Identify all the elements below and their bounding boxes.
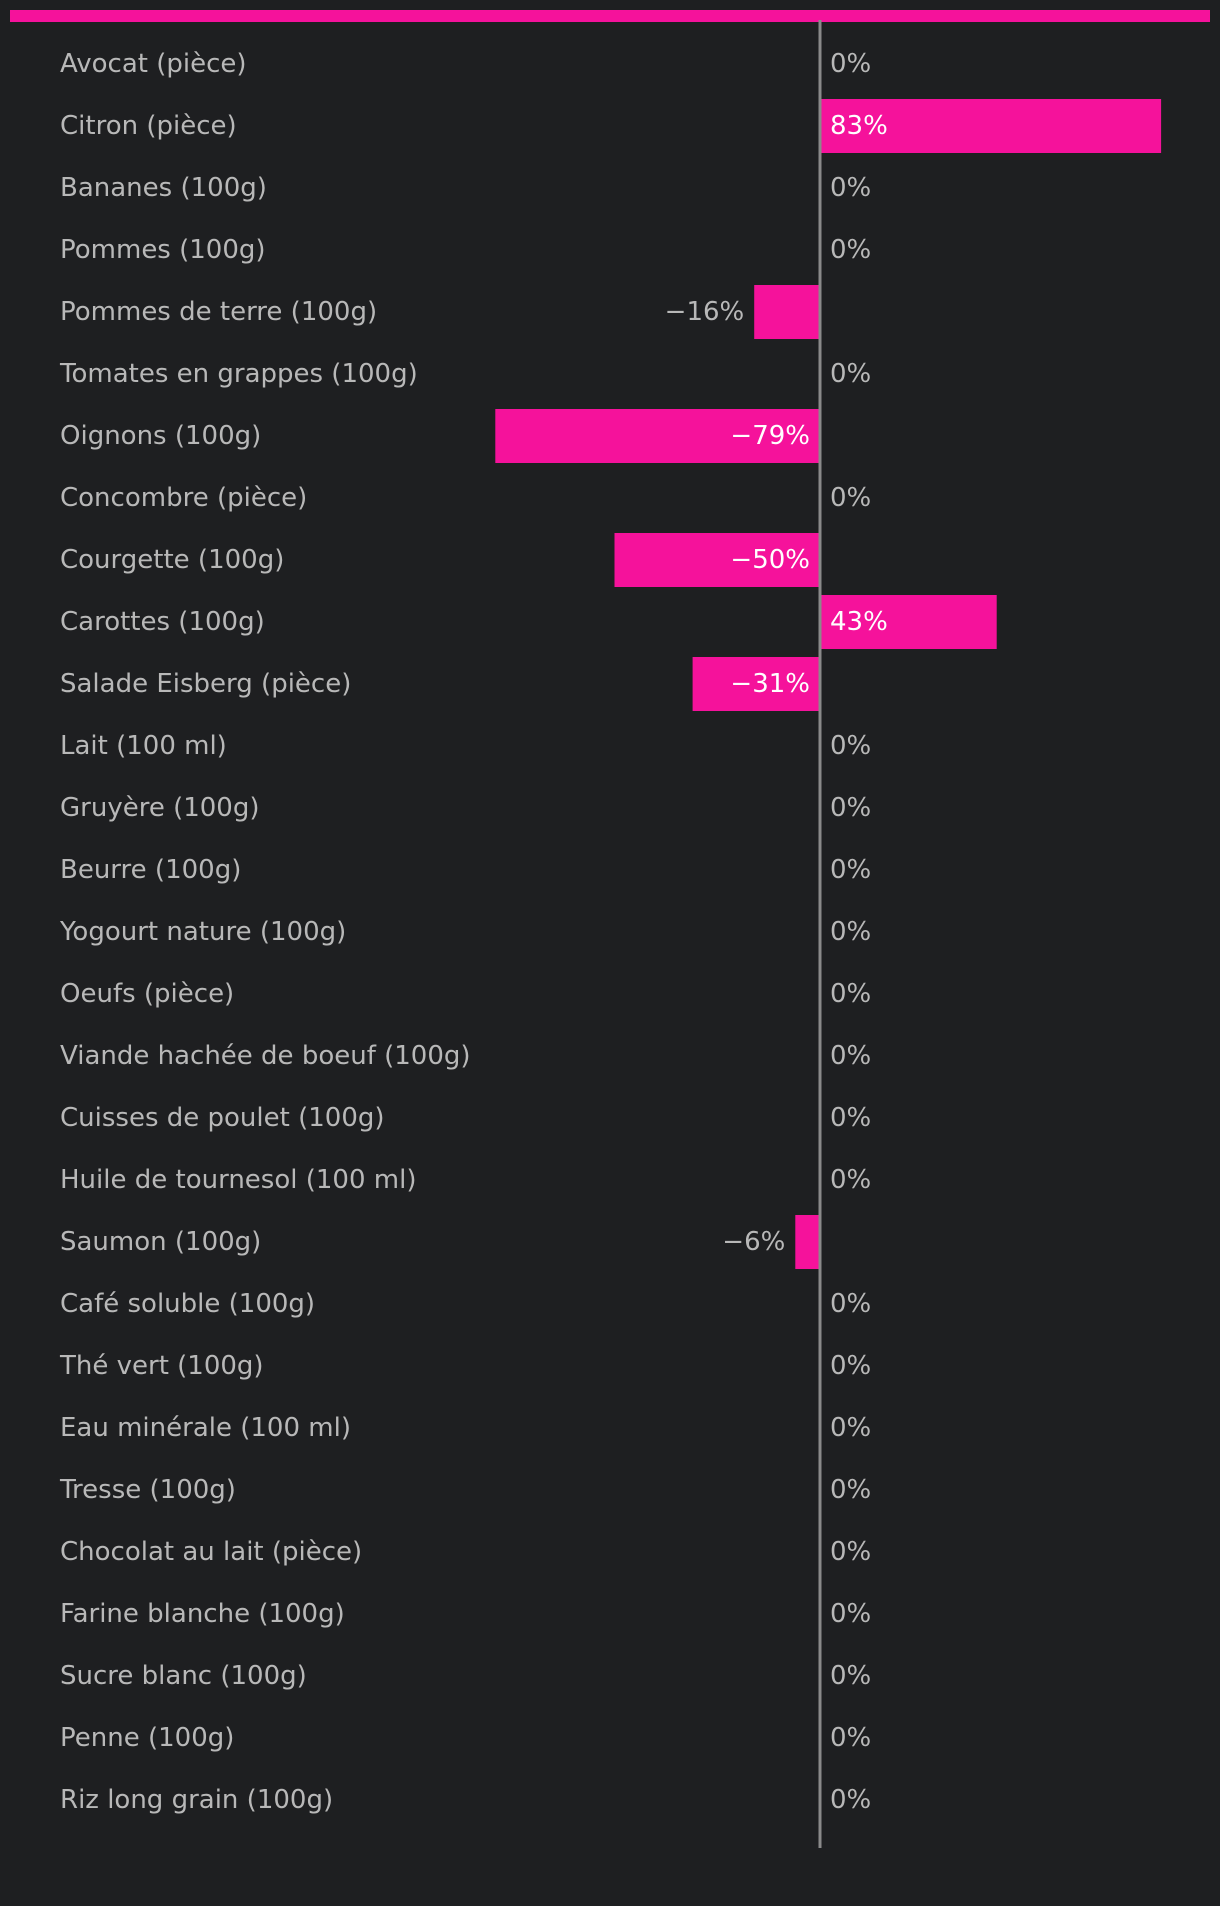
category-label-row-1: Avocat (pièce) (60, 49, 247, 79)
bar-row-9 (614, 533, 820, 587)
value-label-row-3: 0% (830, 173, 871, 203)
category-label-row-29: Riz long grain (100g) (60, 1785, 333, 1815)
value-label-row-27: 0% (830, 1661, 871, 1691)
value-label-row-23: 0% (830, 1413, 871, 1443)
category-label-row-26: Farine blanche (100g) (60, 1599, 345, 1629)
value-label-row-9: −50% (730, 545, 810, 575)
category-label-row-25: Chocolat au lait (pièce) (60, 1537, 362, 1567)
value-label-row-25: 0% (830, 1537, 871, 1567)
category-label-row-11: Salade Eisberg (pièce) (60, 669, 351, 699)
bar-row-11 (692, 657, 820, 711)
value-label-row-12: 0% (830, 731, 871, 761)
category-label-row-21: Café soluble (100g) (60, 1289, 315, 1319)
value-label-row-26: 0% (830, 1599, 871, 1629)
top-accent-bar (10, 10, 1210, 22)
category-label-row-24: Tresse (100g) (59, 1475, 236, 1505)
value-label-row-5: −16% (665, 297, 745, 327)
value-label-row-7: −79% (730, 421, 810, 451)
category-label-row-23: Eau minérale (100 ml) (60, 1413, 351, 1443)
category-label-row-4: Pommes (100g) (60, 235, 266, 265)
category-label-row-17: Viande hachée de boeuf (100g) (60, 1041, 471, 1071)
value-label-row-6: 0% (830, 359, 871, 389)
category-label-row-13: Gruyère (100g) (60, 793, 260, 823)
category-label-row-2: Citron (pièce) (60, 111, 237, 141)
category-label-row-18: Cuisses de poulet (100g) (60, 1103, 385, 1133)
value-label-row-10: 43% (830, 607, 888, 637)
category-label-row-10: Carottes (100g) (60, 607, 265, 637)
bar-row-7 (495, 409, 820, 463)
category-label-row-5: Pommes de terre (100g) (60, 297, 377, 327)
category-label-row-15: Yogourt nature (100g) (59, 917, 346, 947)
bar-row-5 (754, 285, 820, 339)
bar-row-2 (820, 99, 1162, 153)
value-label-row-24: 0% (830, 1475, 871, 1505)
value-label-row-29: 0% (830, 1785, 871, 1815)
category-label-row-9: Courgette (100g) (60, 545, 284, 575)
value-label-row-17: 0% (830, 1041, 871, 1071)
value-label-row-21: 0% (830, 1289, 871, 1319)
bar-row-10 (820, 595, 997, 649)
value-label-row-20: −6% (722, 1227, 785, 1257)
category-label-row-28: Penne (100g) (60, 1723, 234, 1753)
value-label-row-28: 0% (830, 1723, 871, 1753)
category-label-row-20: Saumon (100g) (60, 1227, 261, 1257)
category-label-row-6: Tomates en grappes (100g) (59, 359, 418, 389)
value-label-row-22: 0% (830, 1351, 871, 1381)
category-label-row-19: Huile de tournesol (100 ml) (60, 1165, 416, 1195)
category-label-row-16: Oeufs (pièce) (60, 979, 234, 1009)
category-label-row-7: Oignons (100g) (60, 421, 261, 451)
value-label-row-1: 0% (830, 49, 871, 79)
value-label-row-14: 0% (830, 855, 871, 885)
value-label-row-4: 0% (830, 235, 871, 265)
value-label-row-15: 0% (830, 917, 871, 947)
value-label-row-8: 0% (830, 483, 871, 513)
category-label-row-12: Lait (100 ml) (60, 731, 227, 761)
bar-row-20 (795, 1215, 820, 1269)
category-label-row-22: Thé vert (100g) (59, 1351, 264, 1381)
value-label-row-11: −31% (730, 669, 810, 699)
value-label-row-18: 0% (830, 1103, 871, 1133)
value-label-row-16: 0% (830, 979, 871, 1009)
value-label-row-19: 0% (830, 1165, 871, 1195)
category-label-row-3: Bananes (100g) (60, 173, 267, 203)
value-label-row-2: 83% (830, 111, 888, 141)
category-label-row-8: Concombre (pièce) (60, 483, 307, 513)
category-label-row-14: Beurre (100g) (60, 855, 241, 885)
category-label-row-27: Sucre blanc (100g) (60, 1661, 307, 1691)
value-label-row-13: 0% (830, 793, 871, 823)
